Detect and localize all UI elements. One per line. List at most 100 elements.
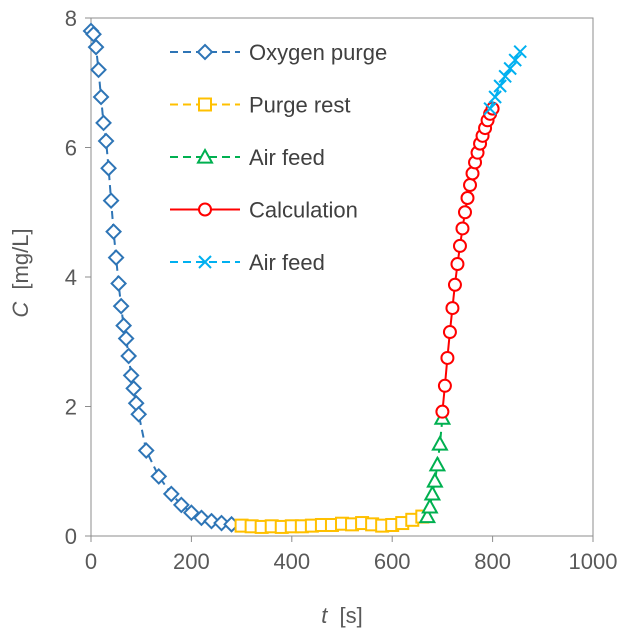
x-marker bbox=[498, 69, 512, 83]
y-tick-label: 4 bbox=[65, 265, 77, 290]
diamond-marker bbox=[107, 249, 125, 266]
x-axis-variable: t bbox=[321, 603, 328, 628]
x-marker-stroke bbox=[508, 53, 522, 67]
triangle-marker bbox=[423, 484, 442, 501]
y-axis-title: C [mg/L] bbox=[8, 228, 33, 317]
x-marker bbox=[488, 90, 502, 104]
diamond-marker bbox=[110, 275, 128, 292]
y-tick-label: 6 bbox=[65, 136, 77, 161]
x-marker-stroke bbox=[513, 44, 527, 59]
diamond-marker bbox=[130, 405, 148, 423]
circle-marker bbox=[455, 221, 470, 236]
triangle-marker bbox=[418, 507, 437, 524]
diamond-marker bbox=[137, 442, 155, 459]
circle-marker bbox=[450, 257, 465, 272]
diamond-marker bbox=[213, 514, 230, 532]
legend-entry-1: Purge rest bbox=[170, 93, 351, 118]
circle-marker bbox=[452, 238, 467, 253]
diamond-marker bbox=[105, 223, 123, 241]
x-tick-label: 1000 bbox=[569, 549, 618, 574]
y-tick-label: 8 bbox=[65, 6, 77, 31]
diamond-marker bbox=[95, 114, 112, 132]
series-1 bbox=[234, 509, 430, 534]
x-marker bbox=[483, 101, 497, 116]
legend-entry-0: Oxygen purge bbox=[170, 40, 387, 65]
diamond-marker bbox=[117, 330, 135, 347]
diamond-marker bbox=[172, 496, 190, 514]
x-tick-label: 0 bbox=[85, 549, 97, 574]
triangle-marker bbox=[426, 471, 444, 488]
legend-label: Air feed bbox=[249, 145, 325, 170]
diamond-marker bbox=[112, 297, 130, 315]
legend-entry-2: Air feed bbox=[170, 145, 325, 170]
x-marker-stroke bbox=[198, 255, 212, 269]
x-marker bbox=[508, 53, 522, 67]
y-axis-unit: [mg/L] bbox=[8, 228, 33, 289]
triangle-marker bbox=[421, 497, 439, 514]
legend-entry-3: Calculation bbox=[170, 198, 358, 223]
x-marker bbox=[198, 255, 212, 269]
x-marker-stroke bbox=[483, 101, 497, 116]
x-axis-unit: [s] bbox=[340, 603, 363, 628]
x-tick-label: 600 bbox=[374, 549, 411, 574]
x-marker bbox=[503, 61, 517, 76]
x-marker bbox=[493, 79, 507, 93]
legend-label: Purge rest bbox=[249, 93, 351, 118]
y-axis-variable: C bbox=[8, 302, 33, 318]
x-marker-stroke bbox=[488, 90, 502, 104]
series-3 bbox=[435, 101, 500, 419]
diamond-marker bbox=[100, 159, 117, 177]
x-marker bbox=[513, 44, 527, 59]
y-tick-label: 2 bbox=[65, 395, 77, 420]
legend-label: Air feed bbox=[249, 250, 325, 275]
circle-marker bbox=[445, 301, 460, 316]
diamond-marker bbox=[150, 468, 168, 485]
plot-area bbox=[82, 22, 527, 534]
x-axis-title: t [s] bbox=[321, 603, 362, 628]
y-tick-label: 0 bbox=[65, 524, 77, 549]
circle-marker bbox=[198, 202, 212, 217]
legend-label: Calculation bbox=[249, 198, 358, 223]
series-2 bbox=[418, 409, 452, 524]
diamond-marker bbox=[127, 394, 145, 412]
diamond-marker bbox=[122, 367, 140, 384]
diamond-marker bbox=[162, 485, 180, 503]
circle-marker bbox=[460, 191, 475, 206]
series-4 bbox=[483, 44, 527, 116]
diamond-marker bbox=[87, 38, 105, 56]
x-marker-stroke bbox=[493, 79, 507, 93]
circle-marker bbox=[457, 205, 472, 220]
series-line bbox=[90, 30, 232, 526]
circle-marker bbox=[465, 166, 480, 181]
triangle-marker bbox=[428, 455, 447, 472]
legend: Oxygen purge Purge rest Air feed Calculatio… bbox=[170, 40, 387, 275]
circle-marker bbox=[447, 277, 462, 292]
diamond-marker bbox=[196, 43, 214, 61]
x-tick-label: 400 bbox=[273, 549, 310, 574]
x-marker-stroke bbox=[498, 69, 512, 83]
circle-marker bbox=[440, 350, 455, 365]
triangle-marker bbox=[196, 147, 214, 164]
diamond-marker bbox=[85, 25, 102, 43]
square-marker bbox=[198, 97, 212, 112]
x-marker-stroke bbox=[503, 61, 517, 76]
circle-marker bbox=[435, 404, 450, 419]
diamond-marker bbox=[92, 88, 110, 106]
series-0 bbox=[82, 22, 240, 533]
x-tick-label: 800 bbox=[474, 549, 511, 574]
legend-entry-4: Air feed bbox=[170, 250, 325, 275]
diamond-marker bbox=[125, 379, 143, 397]
diamond-marker bbox=[120, 347, 138, 365]
series-line bbox=[441, 108, 494, 412]
circle-marker bbox=[442, 325, 457, 340]
legend-label: Oxygen purge bbox=[249, 40, 387, 65]
x-tick-label: 200 bbox=[173, 549, 210, 574]
triangle-marker bbox=[431, 434, 449, 451]
diamond-marker bbox=[97, 132, 115, 150]
axes: 0 2 4 6 8 0 200 400 600 800 1000 bbox=[65, 6, 618, 574]
diamond-marker bbox=[102, 192, 120, 210]
circle-marker bbox=[463, 178, 478, 193]
diamond-marker bbox=[90, 61, 107, 79]
